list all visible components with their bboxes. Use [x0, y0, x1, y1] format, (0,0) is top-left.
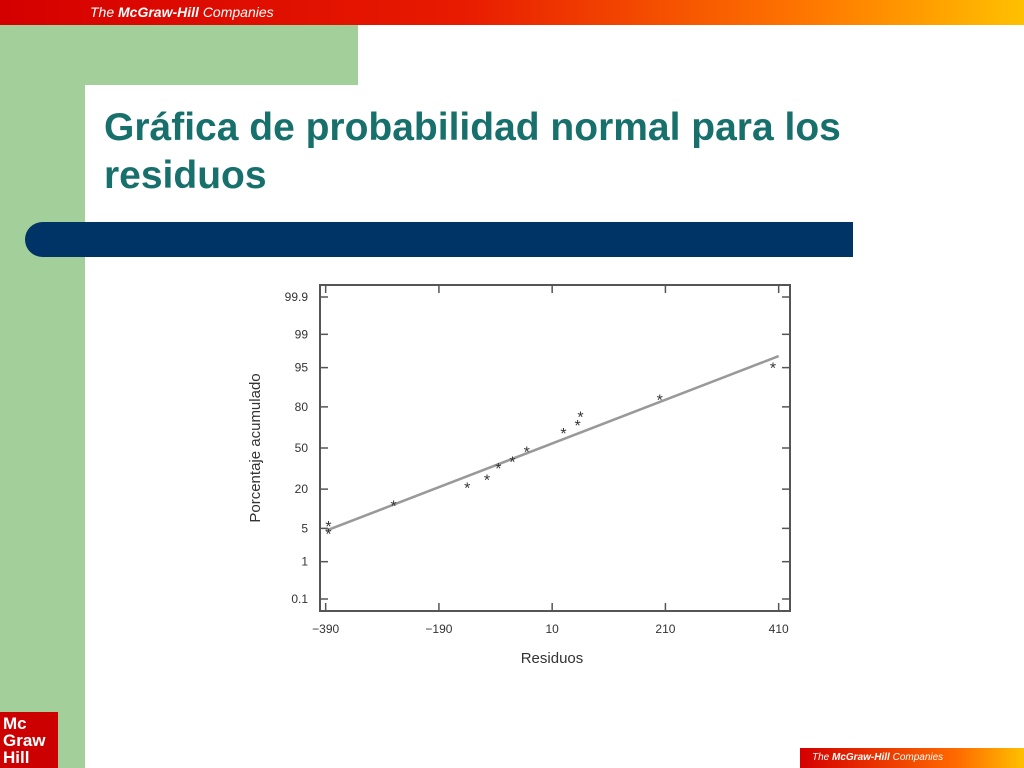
- data-point: *: [657, 392, 663, 409]
- data-point: *: [325, 519, 331, 536]
- x-tick-label: −190: [425, 622, 452, 636]
- y-tick-label: 80: [295, 400, 309, 414]
- y-axis-label: Porcentaje acumulado: [247, 373, 264, 522]
- data-point: *: [509, 455, 515, 472]
- plot-frame: [319, 284, 791, 612]
- x-tick-label: 410: [769, 622, 789, 636]
- left-green-band: [0, 25, 85, 768]
- data-point: *: [325, 527, 331, 544]
- y-axis: 0.1 1 5 20 50 80 95 99 99.9: [285, 290, 790, 606]
- data-point: *: [495, 461, 501, 478]
- data-point: *: [577, 410, 583, 427]
- footer-brand-name: McGraw-Hill: [832, 752, 890, 763]
- footer-brand-companies: Companies: [892, 752, 944, 763]
- data-point: *: [524, 445, 530, 462]
- data-point: *: [390, 498, 396, 515]
- mcgraw-hill-logo: Mc Graw Hill: [0, 712, 58, 768]
- x-tick-label: −390: [312, 622, 339, 636]
- y-tick-label: 0.1: [291, 592, 308, 606]
- y-tick-label: 5: [301, 521, 308, 535]
- header-brand-companies: Companies: [202, 4, 274, 20]
- x-tick-label: 210: [655, 622, 675, 636]
- y-tick-label: 50: [295, 441, 309, 455]
- data-point: *: [770, 361, 776, 378]
- header-brand: The McGraw-Hill Companies: [90, 4, 274, 20]
- x-axis-label: Residuos: [521, 650, 584, 667]
- fit-line: [325, 354, 780, 533]
- data-point: *: [560, 426, 566, 443]
- y-tick-label: 1: [301, 555, 308, 569]
- title-underline-bar: [25, 222, 853, 257]
- top-green-tab: [85, 25, 358, 85]
- y-tick-label: 20: [295, 482, 309, 496]
- slide-title: Gráfica de probabilidad normal para los …: [104, 106, 841, 197]
- logo-line-1: Mc: [3, 714, 27, 733]
- footer-brand-bar: The McGraw-Hill Companies: [800, 748, 1024, 768]
- y-tick-label: 99: [295, 327, 309, 341]
- data-point: *: [464, 480, 470, 497]
- y-tick-label: 99.9: [285, 290, 309, 304]
- y-tick-label: 95: [295, 361, 309, 375]
- footer-brand: The McGraw-Hill Companies: [812, 752, 943, 763]
- logo-line-2: Graw: [3, 731, 46, 750]
- data-point: *: [484, 472, 490, 489]
- header-brand-name: McGraw-Hill: [118, 4, 199, 20]
- header-brand-the: The: [90, 4, 115, 20]
- data-point: *: [575, 418, 581, 435]
- data-points: **** ** *** ****: [325, 361, 776, 544]
- top-brand-bar: The McGraw-Hill Companies: [0, 0, 1024, 25]
- x-axis: −390 −190 10 210 410: [312, 285, 789, 636]
- logo-line-3: Hill: [3, 748, 30, 767]
- footer-brand-the: The: [812, 752, 830, 763]
- x-tick-label: 10: [545, 622, 559, 636]
